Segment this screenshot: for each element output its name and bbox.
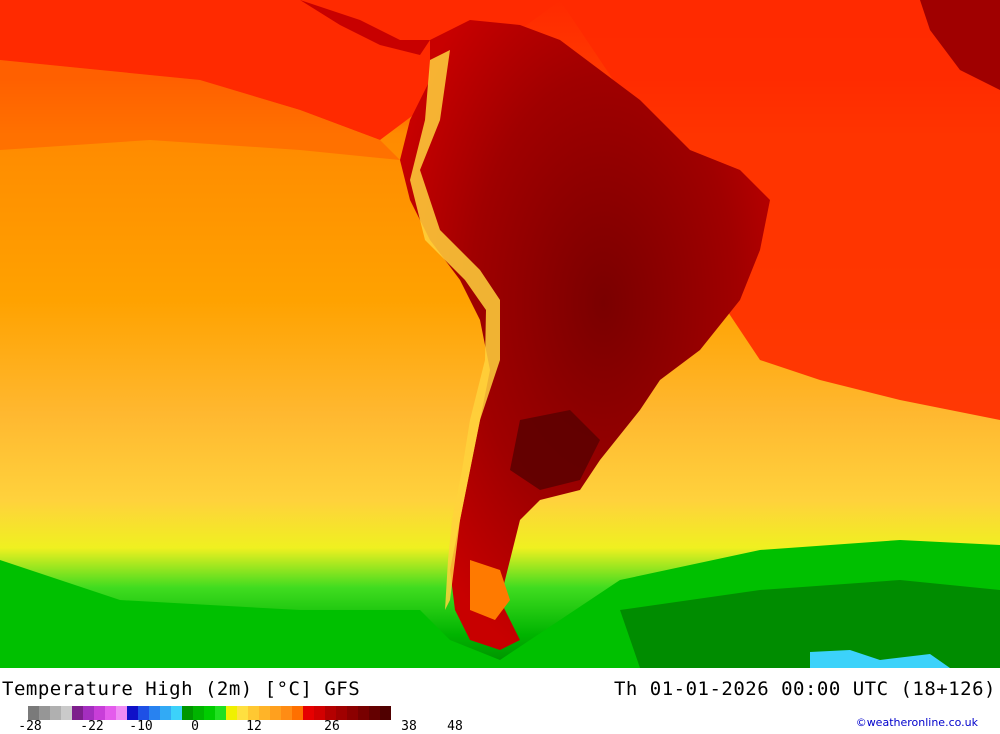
temperature-map — [0, 0, 1000, 668]
legend-swatch — [116, 706, 127, 720]
legend-swatch — [105, 706, 116, 720]
legend-swatch — [248, 706, 259, 720]
cold-patch — [810, 650, 950, 668]
legend-swatch — [237, 706, 248, 720]
legend-swatch — [193, 706, 204, 720]
legend-swatch — [369, 706, 380, 720]
legend-swatch — [303, 706, 314, 720]
legend-swatch — [259, 706, 270, 720]
legend-swatch — [160, 706, 171, 720]
legend-tick-label: -28 — [18, 719, 42, 734]
legend-swatch — [171, 706, 182, 720]
legend-tick-label: 48 — [447, 719, 463, 734]
legend-swatch — [138, 706, 149, 720]
legend-swatch — [380, 706, 391, 720]
legend-swatch — [270, 706, 281, 720]
legend-tick-label: 38 — [401, 719, 417, 734]
legend-swatch — [325, 706, 336, 720]
legend-tick-label: 26 — [324, 719, 340, 734]
map-timestamp: Th 01-01-2026 00:00 UTC (18+126) — [613, 678, 996, 700]
hottest-region — [510, 410, 600, 490]
legend-tick-label: 0 — [191, 719, 199, 734]
legend-swatch — [336, 706, 347, 720]
legend-tick-label: -10 — [129, 719, 153, 734]
legend-swatch — [39, 706, 50, 720]
legend-swatch — [149, 706, 160, 720]
south-america-land — [400, 20, 770, 650]
southern-dark-green — [620, 580, 1000, 668]
color-legend — [28, 706, 391, 720]
legend-swatch — [347, 706, 358, 720]
legend-swatch — [204, 706, 215, 720]
legend-swatch — [281, 706, 292, 720]
legend-swatch — [314, 706, 325, 720]
legend-swatch — [72, 706, 83, 720]
legend-swatch — [50, 706, 61, 720]
legend-swatch — [94, 706, 105, 720]
legend-swatch — [215, 706, 226, 720]
legend-swatch — [226, 706, 237, 720]
legend-swatch — [358, 706, 369, 720]
credit-link[interactable]: ©weatheronline.co.uk — [855, 716, 978, 729]
legend-tick-label: 12 — [246, 719, 262, 734]
central-america-land — [300, 0, 430, 55]
legend-swatch — [292, 706, 303, 720]
legend-swatch — [127, 706, 138, 720]
legend-swatch — [28, 706, 39, 720]
legend-swatch — [83, 706, 94, 720]
atlantic-warm-region — [560, 0, 1000, 420]
legend-tick-label: -22 — [80, 719, 104, 734]
footer — [0, 668, 1000, 733]
patagonia-orange — [470, 560, 510, 620]
pacific-orange-band — [0, 60, 400, 160]
legend-swatch — [61, 706, 72, 720]
legend-swatch — [182, 706, 193, 720]
africa-land — [920, 0, 1000, 90]
map-title: Temperature High (2m) [°C] GFS — [2, 678, 361, 700]
